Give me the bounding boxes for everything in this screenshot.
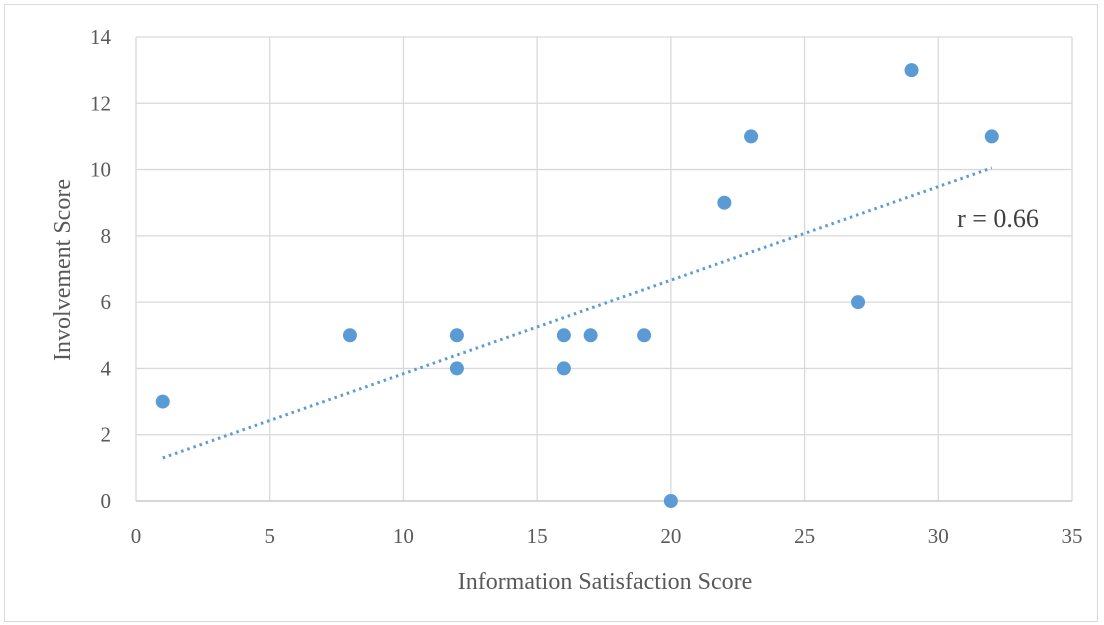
data-point xyxy=(851,295,866,310)
data-point xyxy=(449,361,464,376)
chart-frame xyxy=(4,4,1098,622)
x-tick-label: 5 xyxy=(264,524,275,548)
data-point xyxy=(342,328,357,343)
data-point xyxy=(556,361,571,376)
correlation-annotation: r = 0.66 xyxy=(957,204,1039,233)
data-point xyxy=(744,129,759,144)
data-point xyxy=(449,328,464,343)
y-tick-label: 6 xyxy=(101,290,112,314)
points-layer xyxy=(155,63,999,508)
y-tick-label: 10 xyxy=(90,158,111,182)
data-point xyxy=(663,494,678,508)
y-axis-title: Involvement Score xyxy=(50,179,76,361)
data-point xyxy=(984,129,999,144)
data-point xyxy=(904,63,919,78)
data-point xyxy=(583,328,598,343)
x-tick-label: 20 xyxy=(660,524,681,548)
data-point xyxy=(717,195,732,210)
x-tick-label: 25 xyxy=(794,524,815,548)
trendline xyxy=(162,166,993,460)
data-point xyxy=(556,328,571,343)
grid-layer xyxy=(135,36,1073,502)
y-tick-label: 12 xyxy=(90,91,111,115)
y-tick-label: 2 xyxy=(101,423,112,447)
data-point xyxy=(637,328,652,343)
tick-labels-layer: 0 5 10 15 20 25 30 35 0 2 4 6 8 10 12 14 xyxy=(90,25,1083,548)
x-tick-label: 35 xyxy=(1062,524,1083,548)
y-tick-label: 14 xyxy=(90,25,112,49)
x-tick-label: 15 xyxy=(527,524,548,548)
y-tick-label: 0 xyxy=(101,489,112,513)
y-tick-label: 4 xyxy=(101,356,112,380)
x-tick-label: 30 xyxy=(928,524,949,548)
x-tick-label: 0 xyxy=(131,524,142,548)
trendline-layer xyxy=(162,166,993,460)
y-tick-label: 8 xyxy=(101,224,112,248)
x-tick-label: 10 xyxy=(393,524,414,548)
data-point xyxy=(155,394,170,409)
x-axis-title: Information Satisfaction Score xyxy=(458,569,753,595)
